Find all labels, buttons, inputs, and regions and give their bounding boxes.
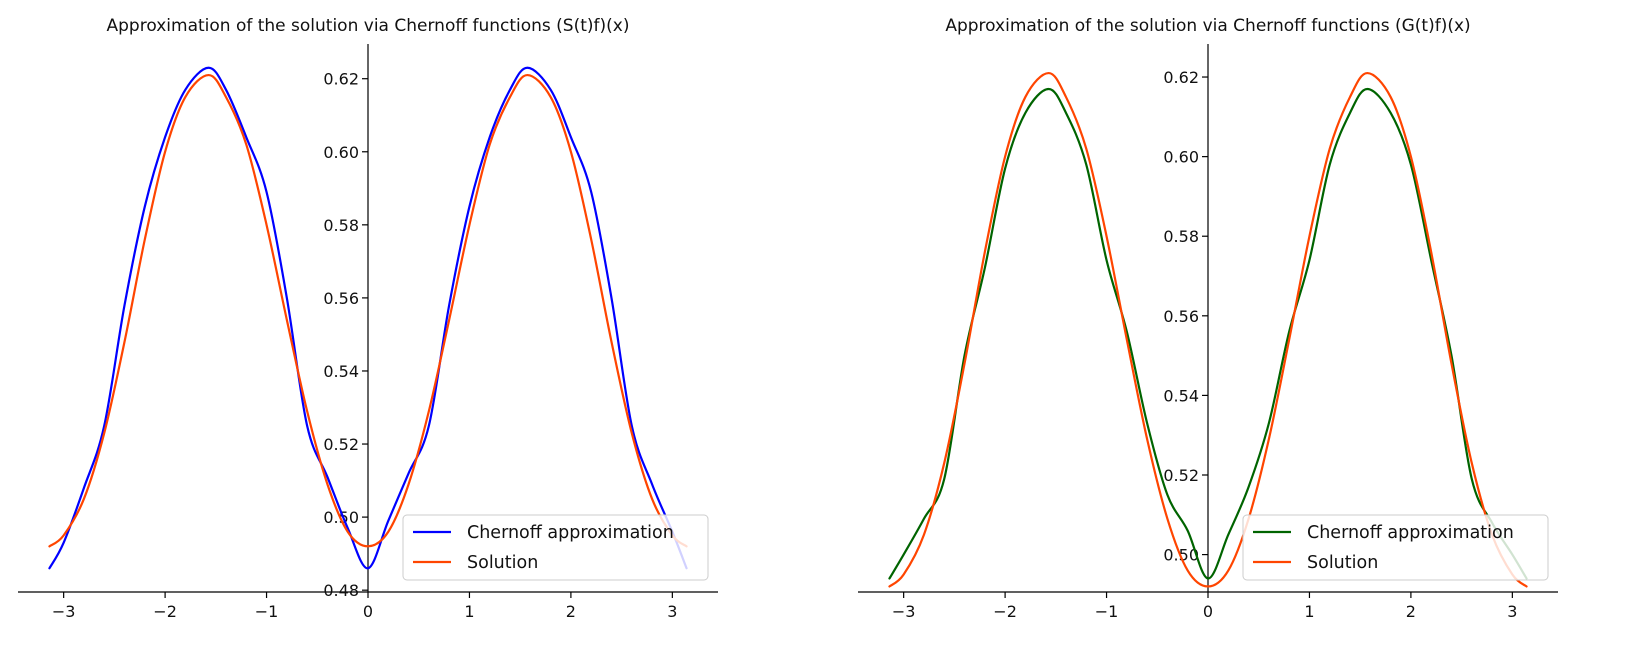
y-tick-label: 0.60 (323, 143, 359, 162)
chart-g-approximation: Approximation of the solution via Cherno… (858, 16, 1558, 621)
x-tick-label: 3 (667, 602, 677, 621)
y-tick-label: 0.62 (323, 70, 359, 89)
series-line-solution (48, 73, 688, 548)
y-tick-label: 0.62 (1163, 68, 1199, 87)
x-tick-label: −2 (153, 602, 177, 621)
y-tick-label: 0.60 (1163, 148, 1199, 167)
x-tick-label: 2 (1406, 602, 1416, 621)
legend: Chernoff approximation Solution (402, 514, 709, 581)
x-tick-label: 0 (1203, 602, 1213, 621)
y-tick-label: 0.56 (1163, 307, 1199, 326)
y-tick-label: 0.48 (323, 581, 359, 600)
legend-label: Chernoff approximation (467, 523, 674, 543)
series-line-solution (888, 71, 1528, 588)
legend: Chernoff approximation Solution (1242, 514, 1549, 581)
legend-label: Chernoff approximation (1307, 523, 1514, 543)
chart-title: Approximation of the solution via Cherno… (945, 16, 1470, 36)
legend-label: Solution (467, 553, 538, 573)
y-tick-label: 0.58 (1163, 227, 1199, 246)
chart-title: Approximation of the solution via Cherno… (107, 16, 630, 36)
x-tick-label: 1 (464, 602, 474, 621)
series-line-chernoff (888, 87, 1528, 580)
x-tick-label: −3 (52, 602, 76, 621)
y-tick-label: 0.52 (1163, 466, 1199, 485)
chart-s-approximation: Approximation of the solution via Cherno… (18, 16, 718, 621)
x-tick-label: −1 (255, 602, 279, 621)
legend-box (402, 514, 709, 581)
y-tick-label: 0.54 (323, 362, 359, 381)
series-line-chernoff (48, 66, 688, 570)
x-tick-label: −3 (892, 602, 916, 621)
legend-label: Solution (1307, 553, 1378, 573)
y-tick-label: 0.56 (323, 289, 359, 308)
x-tick-label: 3 (1507, 602, 1517, 621)
x-tick-label: 2 (566, 602, 576, 621)
x-tick-label: −1 (1095, 602, 1119, 621)
x-tick-label: 1 (1304, 602, 1314, 621)
x-tick-label: 0 (363, 602, 373, 621)
y-tick-label: 0.52 (323, 435, 359, 454)
y-tick-label: 0.54 (1163, 386, 1199, 405)
y-tick-label: 0.58 (323, 216, 359, 235)
legend-box (1242, 514, 1549, 581)
x-tick-label: −2 (993, 602, 1017, 621)
